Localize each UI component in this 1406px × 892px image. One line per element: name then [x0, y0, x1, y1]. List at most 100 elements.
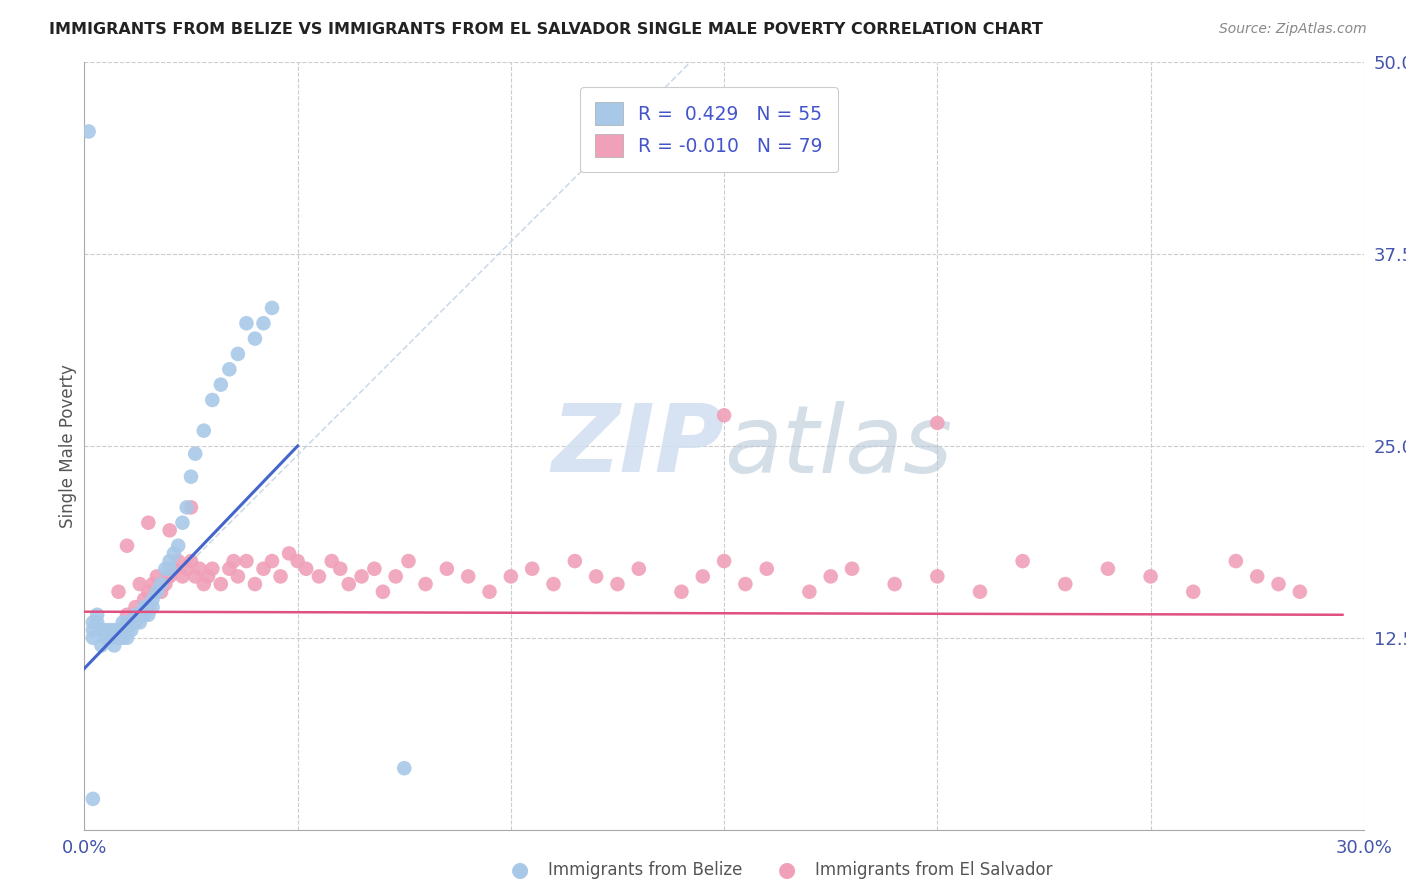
Point: [150, 584, 173, 599]
Point: [115, 631, 138, 645]
Point: [1288, 584, 1310, 599]
Point: [606, 577, 628, 591]
Point: [115, 623, 138, 637]
Text: Source: ZipAtlas.com: Source: ZipAtlas.com: [1219, 22, 1367, 37]
Point: [243, 577, 266, 591]
Point: [124, 607, 146, 622]
Point: [755, 562, 778, 576]
Point: [278, 546, 301, 560]
Point: [193, 424, 215, 438]
Point: [883, 577, 905, 591]
Point: [120, 615, 142, 630]
Point: [82, 792, 104, 806]
Point: [927, 569, 949, 583]
Point: [543, 577, 565, 591]
Point: [1139, 569, 1161, 583]
Text: ZIP: ZIP: [551, 400, 724, 492]
Text: atlas: atlas: [724, 401, 952, 491]
Point: [820, 569, 842, 583]
Point: [585, 569, 607, 583]
Point: [243, 332, 266, 346]
Point: [111, 631, 134, 645]
Point: [107, 631, 129, 645]
Point: [167, 539, 190, 553]
Point: [1225, 554, 1247, 568]
Point: [252, 316, 274, 330]
Point: [128, 615, 150, 630]
Point: [394, 761, 416, 775]
Point: [77, 124, 100, 138]
Point: [350, 569, 373, 583]
Point: [107, 623, 129, 637]
Point: [172, 569, 194, 583]
Point: [163, 562, 186, 576]
Text: ●: ●: [779, 860, 796, 880]
Point: [103, 623, 125, 637]
Point: [138, 584, 160, 599]
Point: [172, 516, 194, 530]
Point: [94, 631, 117, 645]
Point: [82, 623, 104, 637]
Point: [138, 607, 160, 622]
Point: [163, 546, 186, 560]
Point: [713, 409, 735, 423]
Point: [222, 554, 245, 568]
Text: Immigrants from El Salvador: Immigrants from El Salvador: [815, 861, 1053, 879]
Point: [82, 615, 104, 630]
Point: [159, 554, 181, 568]
Point: [124, 615, 146, 630]
Point: [115, 607, 138, 622]
Point: [86, 607, 108, 622]
Point: [218, 362, 240, 376]
Point: [270, 569, 292, 583]
Point: [734, 577, 756, 591]
Point: [436, 562, 458, 576]
Point: [415, 577, 437, 591]
Point: [193, 577, 215, 591]
Point: [146, 584, 169, 599]
Point: [86, 615, 108, 630]
Point: [209, 377, 232, 392]
Point: [180, 469, 202, 483]
Point: [159, 524, 181, 538]
Point: [564, 554, 586, 568]
Point: [150, 577, 173, 591]
Point: [197, 569, 219, 583]
Point: [98, 631, 121, 645]
Point: [159, 562, 181, 576]
Point: [1267, 577, 1289, 591]
Point: [692, 569, 714, 583]
Point: [146, 569, 169, 583]
Point: [252, 562, 274, 576]
Point: [799, 584, 821, 599]
Point: [1011, 554, 1033, 568]
Point: [363, 562, 385, 576]
Text: ●: ●: [512, 860, 529, 880]
Point: [287, 554, 309, 568]
Point: [180, 500, 202, 515]
Point: [260, 554, 283, 568]
Point: [520, 562, 543, 576]
Point: [226, 569, 249, 583]
Point: [115, 615, 138, 630]
Point: [337, 577, 360, 591]
Point: [627, 562, 650, 576]
Point: [176, 562, 198, 576]
Point: [969, 584, 991, 599]
Point: [1182, 584, 1205, 599]
Point: [209, 577, 232, 591]
Point: [167, 554, 190, 568]
Point: [132, 600, 155, 615]
Point: [142, 600, 165, 615]
Point: [120, 623, 142, 637]
Point: [180, 554, 202, 568]
Point: [398, 554, 420, 568]
Point: [128, 577, 150, 591]
Point: [90, 623, 112, 637]
Point: [142, 577, 165, 591]
Point: [478, 584, 501, 599]
Point: [132, 592, 155, 607]
Point: [1054, 577, 1077, 591]
Point: [218, 562, 240, 576]
Point: [295, 562, 318, 576]
